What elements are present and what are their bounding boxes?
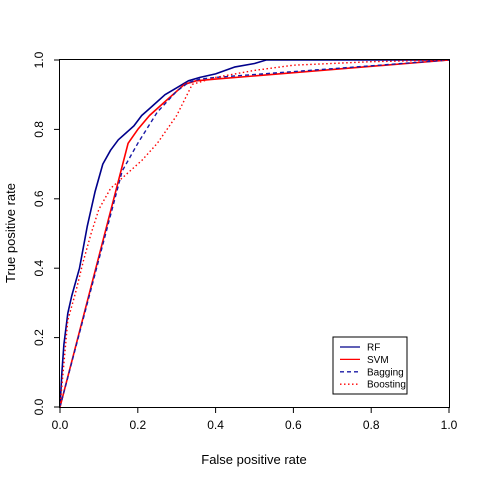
y-tick-label: 0.6 — [32, 190, 46, 207]
y-axis: 0.0 0.2 0.4 0.6 0.8 1.0 — [32, 51, 60, 415]
y-tick-label: 1.0 — [32, 51, 46, 68]
x-tick-label: 1.0 — [441, 418, 458, 432]
plot-frame — [59, 59, 450, 408]
x-tick-label: 0.4 — [207, 418, 224, 432]
x-axis: 0.0 0.2 0.4 0.6 0.8 1.0 — [52, 407, 458, 432]
y-tick-label: 0.0 — [32, 398, 46, 415]
x-axis-title: False positive rate — [201, 452, 307, 467]
legend-label-svm: SVM — [367, 355, 389, 366]
series-line-bagging — [59, 59, 450, 408]
x-tick-label: 0.0 — [52, 418, 69, 432]
legend-label-rf: RF — [367, 343, 380, 354]
y-tick-label: 0.2 — [32, 329, 46, 346]
y-axis-title: True positive rate — [3, 183, 18, 283]
series-line-rf — [59, 59, 449, 408]
legend-label-boosting: Boosting — [367, 380, 406, 391]
x-tick-label: 0.8 — [363, 418, 380, 432]
x-tick-label: 0.6 — [285, 418, 302, 432]
y-tick-label: 0.4 — [32, 260, 46, 277]
series-line-svm — [59, 59, 450, 408]
x-tick-label: 0.2 — [129, 418, 146, 432]
series-line-boosting — [59, 59, 450, 408]
y-tick-label: 0.8 — [32, 121, 46, 138]
roc-curves — [59, 59, 450, 408]
legend-label-bagging: Bagging — [367, 367, 404, 378]
